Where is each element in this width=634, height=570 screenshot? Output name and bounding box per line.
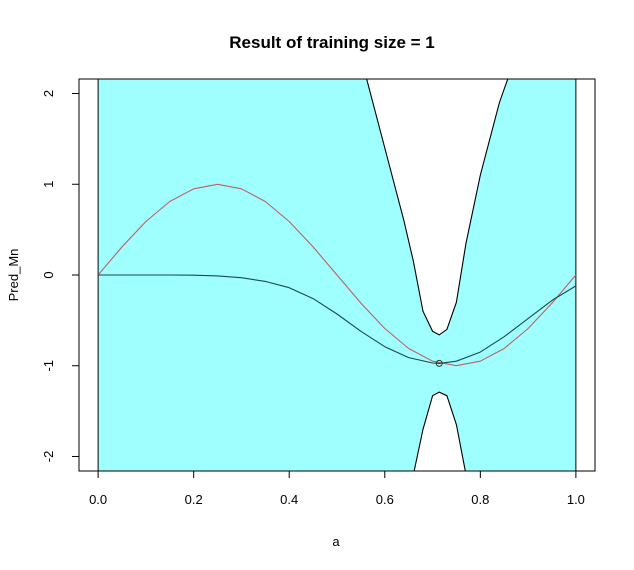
x-tick-label: 0.6 bbox=[376, 492, 394, 507]
y-tick-label: -2 bbox=[41, 451, 56, 463]
training-point bbox=[435, 359, 443, 367]
x-tick-label: 0.8 bbox=[471, 492, 489, 507]
y-tick-label: 1 bbox=[41, 181, 56, 188]
x-tick-label: 0.2 bbox=[185, 492, 203, 507]
prediction-mean-line bbox=[98, 274, 577, 364]
plot-area bbox=[97, 79, 577, 471]
y-tick-label: 2 bbox=[41, 90, 56, 97]
x-axis-label: a bbox=[332, 534, 340, 549]
uncertainty-band bbox=[98, 79, 576, 471]
band-upper-edge bbox=[366, 79, 509, 336]
y-tick-label: -1 bbox=[41, 360, 56, 372]
x-axis: 0.0 0.2 0.4 0.6 0.8 1.0 bbox=[89, 470, 585, 507]
x-tick-label: 0.4 bbox=[280, 492, 298, 507]
y-tick-label: 0 bbox=[41, 271, 56, 278]
y-axis: -2 -1 0 1 2 bbox=[41, 90, 80, 463]
chart-title: Result of training size = 1 bbox=[229, 33, 434, 52]
band-lower-edge bbox=[413, 391, 466, 471]
y-axis-label: Pred_Mn bbox=[6, 249, 21, 302]
x-tick-label: 0.0 bbox=[89, 492, 107, 507]
x-tick-label: 1.0 bbox=[567, 492, 585, 507]
true-function-line bbox=[97, 183, 577, 367]
